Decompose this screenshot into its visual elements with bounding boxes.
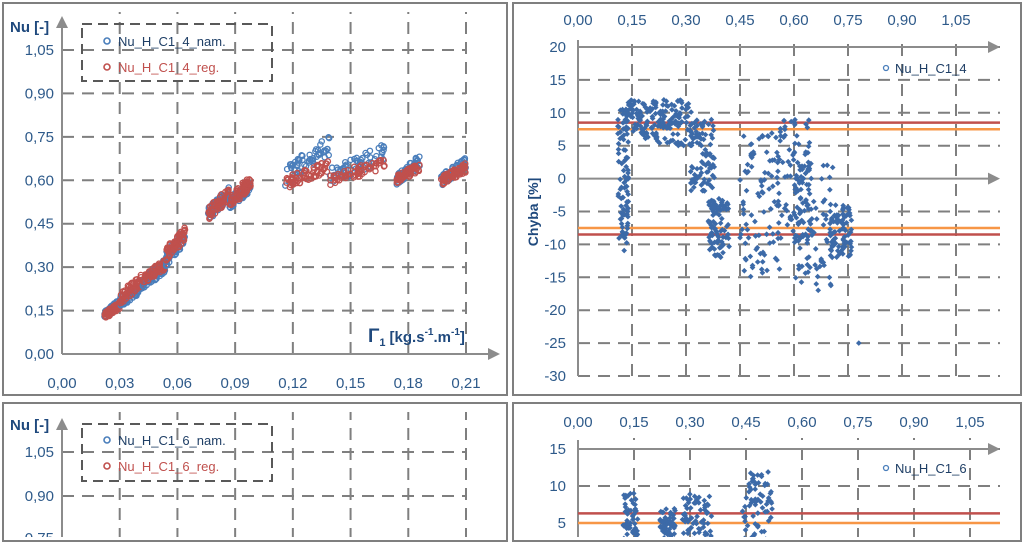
chart-panel-nu-c1-6: [2, 402, 508, 542]
chart-panel-chyba-c1-6: [512, 402, 1022, 542]
chart-panel-nu-c1-4: [2, 2, 508, 396]
chart-panel-chyba-c1-4: [512, 2, 1022, 396]
